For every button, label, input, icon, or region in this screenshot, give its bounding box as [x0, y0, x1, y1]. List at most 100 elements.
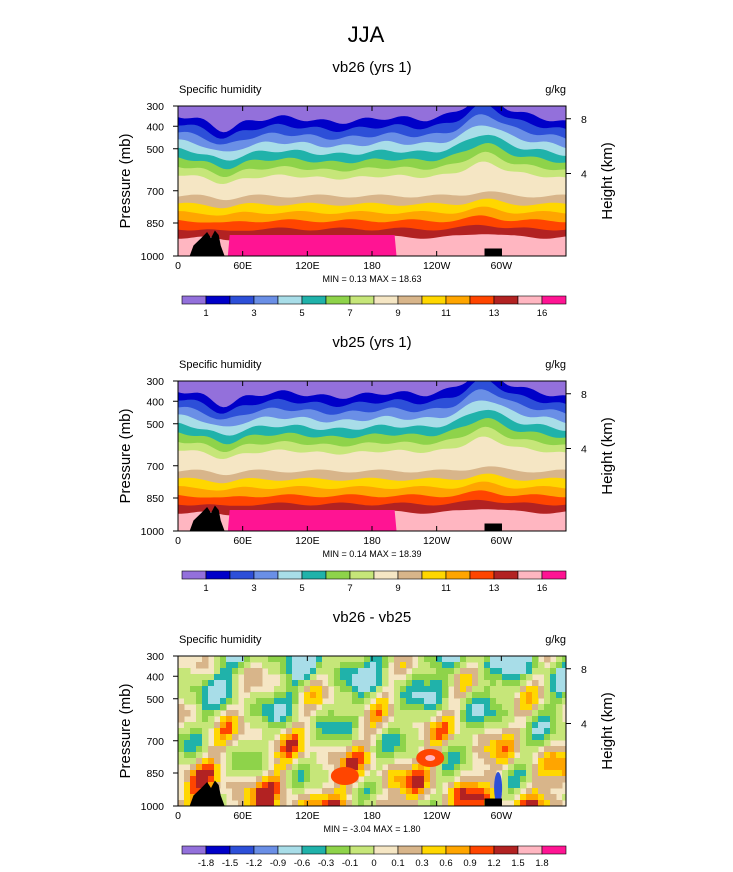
contour-cell: [550, 710, 557, 717]
contour-cell: [544, 770, 551, 777]
contour-cell: [232, 674, 239, 681]
contour-cell: [352, 734, 359, 741]
contour-cell: [250, 788, 257, 795]
contour-cell: [448, 710, 455, 717]
colorbar-label: -1.2: [246, 858, 262, 869]
contour-cell: [436, 746, 443, 753]
contour-cell: [442, 662, 449, 669]
contour-cell: [412, 728, 419, 735]
contour-cell: [442, 734, 449, 741]
contour-cell: [376, 776, 383, 783]
contour-cell: [442, 698, 449, 705]
contour-cell: [430, 782, 437, 789]
contour-cell: [544, 674, 551, 681]
contour-cell: [436, 656, 443, 663]
contour-cell: [466, 674, 473, 681]
contour-cell: [550, 674, 557, 681]
contour-cell: [382, 680, 389, 687]
contour-cell: [232, 698, 239, 705]
contour-cell: [502, 788, 509, 795]
panel-variable-label: Specific humidity: [179, 359, 262, 371]
contour-cell: [238, 782, 245, 789]
contour-cell: [352, 680, 359, 687]
contour-cell: [556, 680, 563, 687]
y-tick-label: 400: [146, 121, 164, 133]
contour-cell: [280, 710, 287, 717]
contour-cell: [292, 788, 299, 795]
contour-cell: [472, 788, 479, 795]
contour-cell: [472, 716, 479, 723]
contour-cell: [496, 740, 503, 747]
contour-cell: [322, 686, 329, 693]
contour-cell: [454, 662, 461, 669]
contour-cell: [208, 674, 215, 681]
contour-cell: [262, 800, 269, 806]
contour-cell: [556, 764, 563, 771]
y-tick-label: 300: [146, 101, 164, 113]
contour-cell: [496, 734, 503, 741]
contour-cell: [490, 782, 497, 789]
contour-cell: [232, 746, 239, 753]
contour-cell: [544, 776, 551, 783]
contour-cell: [442, 764, 449, 771]
contour-cell: [190, 740, 197, 747]
contour-band: [227, 235, 397, 256]
contour-cell: [520, 704, 527, 711]
contour-cell: [334, 686, 341, 693]
contour-cell: [442, 800, 449, 806]
contour-cell: [340, 668, 347, 675]
contour-cell: [220, 728, 227, 735]
contour-cell: [280, 692, 287, 699]
contour-cell: [292, 716, 299, 723]
contour-cell: [496, 764, 503, 771]
contour-cell: [298, 782, 305, 789]
contour-cell: [400, 686, 407, 693]
contour-cell: [532, 800, 539, 806]
contour-cell: [502, 752, 509, 759]
contour-cell: [358, 710, 365, 717]
contour-cell: [286, 758, 293, 765]
contour-cell: [232, 752, 239, 759]
contour-cell: [502, 686, 509, 693]
contour-cell: [370, 716, 377, 723]
contour-cell: [406, 764, 413, 771]
contour-cell: [268, 776, 275, 783]
contour-cell: [448, 788, 455, 795]
contour-cell: [514, 800, 521, 806]
contour-cell: [550, 680, 557, 687]
contour-cell: [442, 794, 449, 801]
contour-cell: [406, 746, 413, 753]
contour-cell: [394, 686, 401, 693]
colorbar-swatch: [301, 845, 327, 855]
contour-cell: [340, 716, 347, 723]
contour-cell: [202, 740, 209, 747]
contour-cell: [544, 686, 551, 693]
contour-cell: [430, 698, 437, 705]
contour-cell: [298, 770, 305, 777]
contour-cell: [262, 758, 269, 765]
contour-cell: [304, 668, 311, 675]
contour-cell: [334, 740, 341, 747]
contour-cell: [238, 740, 245, 747]
contour-cell: [184, 746, 191, 753]
contour-cell: [502, 728, 509, 735]
contour-cell: [448, 782, 455, 789]
contour-cell: [196, 692, 203, 699]
contour-cell: [202, 704, 209, 711]
contour-cell: [514, 662, 521, 669]
contour-cell: [496, 704, 503, 711]
contour-cell: [256, 668, 263, 675]
contour-cell: [340, 704, 347, 711]
contour-cell: [358, 662, 365, 669]
colorbar-label: 16: [537, 583, 548, 594]
contour-cell: [406, 794, 413, 801]
contour-cell: [184, 770, 191, 777]
contour-cell: [268, 668, 275, 675]
contour-cell: [316, 668, 323, 675]
contour-cell: [460, 674, 467, 681]
contour-cell: [544, 752, 551, 759]
colorbar-label: 0.3: [415, 858, 428, 869]
contour-cell: [460, 704, 467, 711]
contour-cell: [364, 752, 371, 759]
contour-cell: [262, 698, 269, 705]
